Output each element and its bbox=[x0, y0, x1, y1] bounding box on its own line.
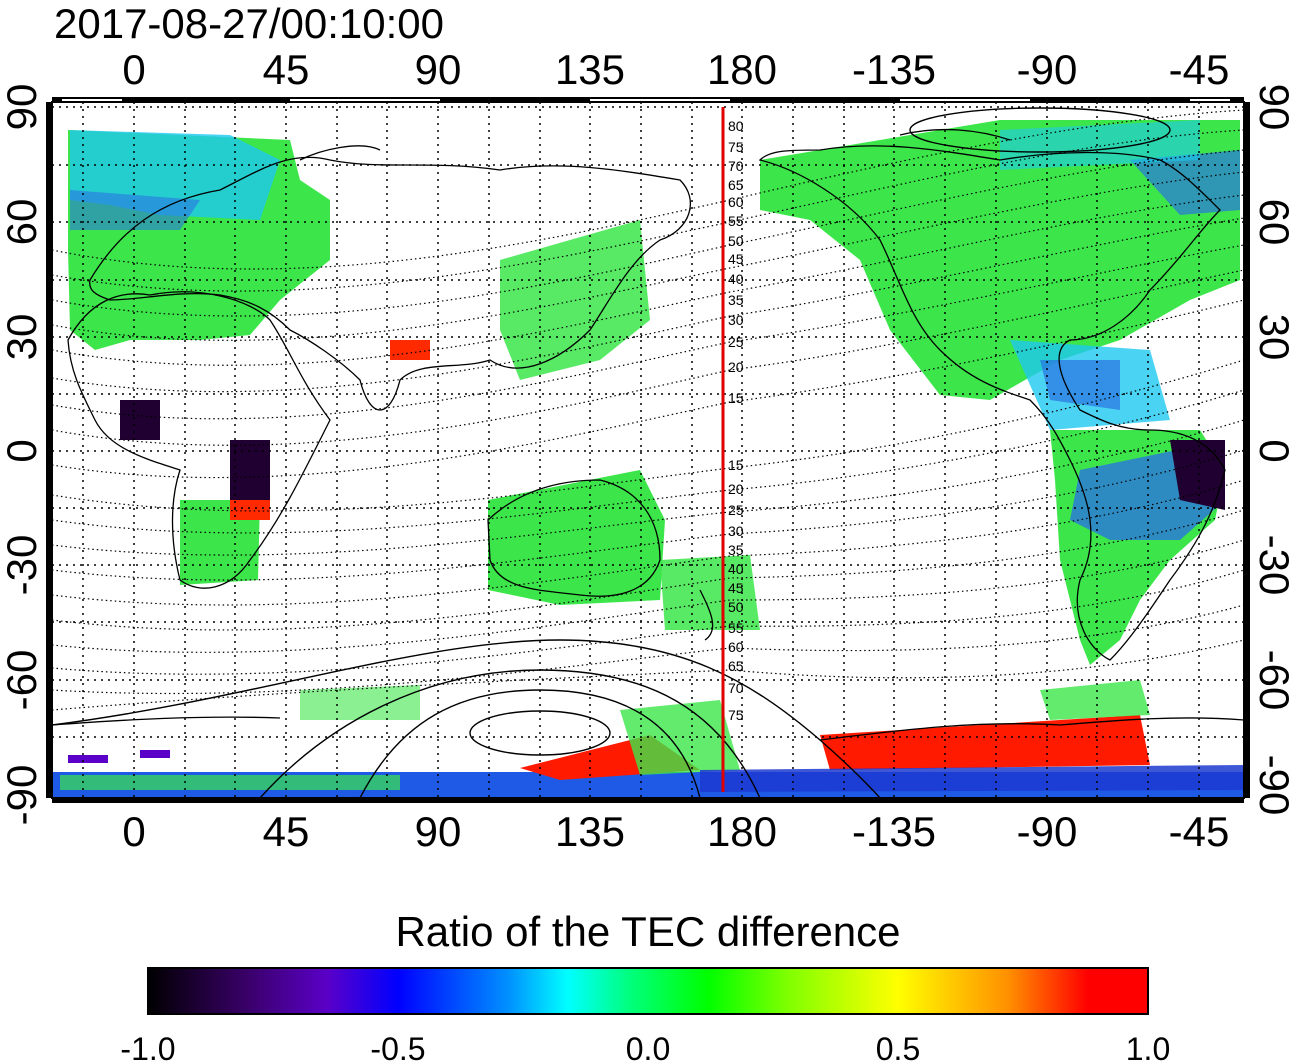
contour-label-s45: 45 bbox=[728, 580, 744, 596]
bottom-lon-label: 45 bbox=[263, 808, 310, 855]
right-lat-label: -60 bbox=[1251, 650, 1296, 711]
contour-label-n65: 65 bbox=[728, 177, 744, 193]
contour-label-n30: 30 bbox=[728, 312, 744, 328]
top-lon-label: -90 bbox=[1017, 46, 1078, 93]
colorbar-tick-label: 0.0 bbox=[626, 1031, 670, 1064]
top-lon-label: -45 bbox=[1169, 46, 1230, 93]
left-lat-label: -30 bbox=[0, 535, 45, 596]
left-latitude-labels: 90 60 30 0 -30 -60 -90 bbox=[0, 84, 45, 826]
top-lon-label: 90 bbox=[415, 46, 462, 93]
lat-lon-grid bbox=[52, 102, 1244, 798]
bottom-lon-label: -90 bbox=[1017, 808, 1078, 855]
contour-label-s25: 25 bbox=[728, 502, 744, 518]
map-panel: 80 75 70 65 60 55 50 45 40 35 30 25 20 1… bbox=[52, 102, 1244, 798]
contour-label-group: 80 75 70 65 60 55 50 45 40 35 30 25 20 1… bbox=[728, 118, 744, 723]
contour-label-n35: 35 bbox=[728, 292, 744, 308]
top-lon-label: -135 bbox=[852, 46, 936, 93]
left-lat-label: 0 bbox=[0, 439, 45, 462]
left-lat-label: 90 bbox=[0, 84, 45, 131]
colorbar-tick-label: -0.5 bbox=[370, 1031, 425, 1064]
right-lat-label: 90 bbox=[1251, 84, 1296, 131]
contour-label-n70: 70 bbox=[728, 158, 744, 174]
contour-label-n20: 20 bbox=[728, 359, 744, 375]
colorbar-tick-label: 1.0 bbox=[1126, 1031, 1170, 1064]
left-lat-label: 60 bbox=[0, 199, 45, 246]
contour-label-s65: 65 bbox=[728, 658, 744, 674]
bottom-lon-label: 180 bbox=[707, 808, 777, 855]
top-lon-label: 0 bbox=[122, 46, 145, 93]
contour-label-n50: 50 bbox=[728, 233, 744, 249]
right-lat-label: -30 bbox=[1251, 535, 1296, 596]
frame-tick-bars bbox=[46, 97, 1250, 803]
bottom-lon-label: -135 bbox=[852, 808, 936, 855]
contour-label-n40: 40 bbox=[728, 271, 744, 287]
colorbar-gradient bbox=[147, 967, 1149, 1015]
contour-label-s30: 30 bbox=[728, 523, 744, 539]
right-lat-label: 30 bbox=[1251, 314, 1296, 361]
tec-data-coverage bbox=[52, 120, 1244, 798]
magnetic-latitude-contours bbox=[52, 109, 1244, 711]
contour-label-s60: 60 bbox=[728, 639, 744, 655]
contour-label-s15: 15 bbox=[728, 457, 744, 473]
south-pole-contours bbox=[52, 107, 1171, 798]
bottom-lon-label: 135 bbox=[555, 808, 625, 855]
contour-label-s55: 55 bbox=[728, 620, 744, 636]
left-lat-label: 30 bbox=[0, 314, 45, 361]
bottom-longitude-labels: 0 45 90 135 180 -135 -90 -45 bbox=[122, 808, 1229, 855]
bottom-lon-label: 90 bbox=[415, 808, 462, 855]
right-lat-label: 0 bbox=[1251, 439, 1296, 462]
contour-label-s20: 20 bbox=[728, 481, 744, 497]
top-lon-label: 45 bbox=[263, 46, 310, 93]
contour-label-n60: 60 bbox=[728, 194, 744, 210]
map-timestamp: 2017-08-27/00:10:00 bbox=[54, 0, 444, 47]
colorbar-tick-label: 0.5 bbox=[876, 1031, 920, 1064]
contour-label-n75: 75 bbox=[728, 139, 744, 155]
right-lat-label: -90 bbox=[1251, 755, 1296, 816]
contour-label-s35: 35 bbox=[728, 542, 744, 558]
left-lat-label: -90 bbox=[0, 765, 45, 826]
colorbar-title: Ratio of the TEC difference bbox=[395, 908, 900, 955]
right-latitude-labels: 90 60 30 0 -30 -60 -90 bbox=[1251, 84, 1296, 816]
colorbar-tick-label: -1.0 bbox=[120, 1031, 175, 1064]
contour-label-s50: 50 bbox=[728, 599, 744, 615]
contour-label-n45: 45 bbox=[728, 251, 744, 267]
top-lon-label: 135 bbox=[555, 46, 625, 93]
top-longitude-labels: 0 45 90 135 180 -135 -90 -45 bbox=[122, 46, 1229, 93]
bottom-lon-label: -45 bbox=[1169, 808, 1230, 855]
contour-label-s75: 75 bbox=[728, 707, 744, 723]
contour-label-s40: 40 bbox=[728, 561, 744, 577]
left-lat-label: -60 bbox=[0, 650, 45, 711]
contour-label-n15: 15 bbox=[728, 390, 744, 406]
contour-label-n55: 55 bbox=[728, 213, 744, 229]
right-lat-label: 60 bbox=[1251, 199, 1296, 246]
contour-label-s70: 70 bbox=[728, 680, 744, 696]
contour-label-n25: 25 bbox=[728, 334, 744, 350]
colorbar-ticks: -1.0 -0.5 0.0 0.5 1.0 bbox=[120, 1031, 1170, 1064]
bottom-lon-label: 0 bbox=[122, 808, 145, 855]
contour-label-n80: 80 bbox=[728, 118, 744, 134]
coastlines bbox=[52, 128, 1244, 741]
top-lon-label: 180 bbox=[707, 46, 777, 93]
